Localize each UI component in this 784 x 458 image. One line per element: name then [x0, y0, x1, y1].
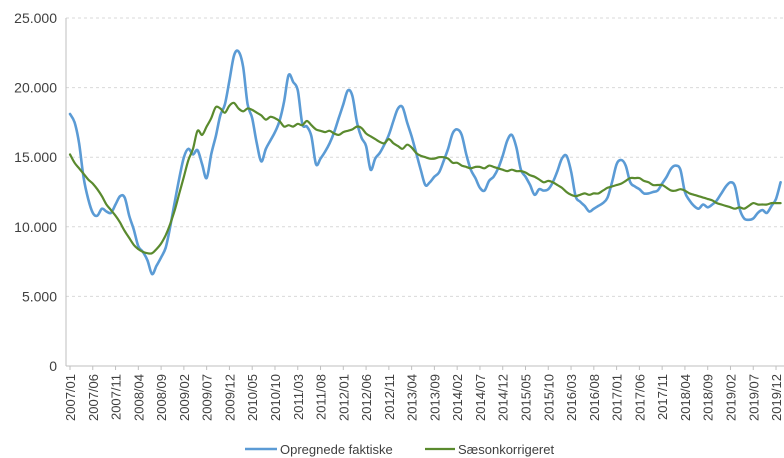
x-tick-label: 2007/01	[63, 374, 78, 421]
legend-label-saesonkorrigeret: Sæsonkorrigeret	[458, 442, 554, 457]
x-tick-label: 2010/05	[245, 374, 260, 421]
x-tick-label: 2009/12	[222, 374, 237, 421]
x-axis-ticks: 2007/01 2007/06 2007/11 2008/04 2008/09 2009/…	[63, 366, 784, 421]
series-line-opregnede-faktiske	[68, 49, 782, 276]
x-tick-label: 2012/11	[382, 374, 397, 420]
x-tick-label: 2009/07	[200, 374, 215, 421]
x-tick-label: 2012/06	[359, 374, 374, 421]
y-tick-label: 15.000	[14, 149, 57, 165]
series-line-saesonkorrigeret	[68, 101, 782, 255]
x-tick-label: 2012/01	[336, 374, 351, 421]
y-tick-label: 5.000	[22, 288, 57, 304]
y-tick-label: 10.000	[14, 219, 57, 235]
x-tick-label: 2013/09	[427, 374, 442, 421]
x-tick-label: 2007/11	[109, 374, 124, 420]
x-tick-label: 2018/09	[701, 374, 716, 421]
x-tick-label: 2008/09	[154, 374, 169, 421]
x-tick-label: 2007/06	[86, 374, 101, 421]
x-tick-label: 2011/08	[314, 374, 329, 420]
x-tick-label: 2016/03	[564, 374, 579, 421]
x-tick-label: 2013/04	[405, 374, 420, 421]
x-tick-label: 2017/11	[655, 374, 670, 420]
x-tick-label: 2018/04	[678, 374, 693, 421]
x-tick-label: 2016/08	[587, 374, 602, 421]
legend-label-opregnede-faktiske: Opregnede faktiske	[280, 442, 393, 457]
x-tick-label: 2019/12	[769, 374, 784, 421]
legend: Opregnede faktiske Sæsonkorrigeret	[245, 442, 554, 457]
y-tick-label: 25.000	[14, 10, 57, 26]
x-tick-label: 2015/10	[541, 374, 556, 421]
x-tick-label: 2019/07	[746, 374, 761, 421]
x-tick-label: 2011/03	[291, 374, 306, 420]
x-tick-label: 2014/07	[473, 374, 488, 421]
x-tick-label: 2014/02	[450, 374, 465, 421]
x-tick-label: 2015/05	[519, 374, 534, 421]
x-tick-label: 2017/06	[632, 374, 647, 421]
y-tick-label: 20.000	[14, 80, 57, 96]
y-tick-label: 0	[49, 358, 57, 374]
x-tick-label: 2008/04	[131, 374, 146, 421]
x-tick-label: 2014/12	[496, 374, 511, 421]
x-tick-label: 2010/10	[268, 374, 283, 421]
x-tick-label: 2009/02	[177, 374, 192, 421]
y-axis-ticks: 0 5.000 10.000 15.000 20.000 25.000	[14, 10, 57, 374]
x-tick-label: 2019/02	[723, 374, 738, 421]
x-tick-label: 2017/01	[610, 374, 625, 421]
